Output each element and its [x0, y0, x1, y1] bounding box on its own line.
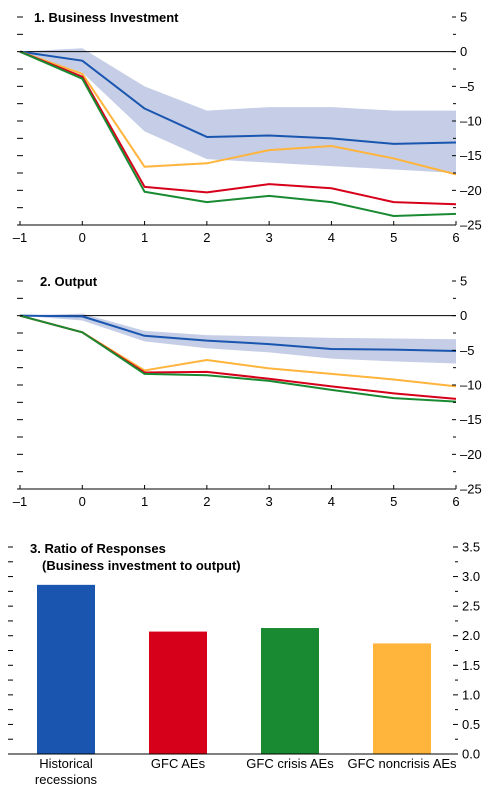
x-tick-label: 2	[203, 230, 210, 245]
x-tick-label: 2	[203, 494, 210, 509]
confidence-band	[20, 48, 456, 174]
y-tick-label: 5	[460, 274, 467, 289]
series-line-gfc-noncrisis	[19, 50, 457, 176]
series-line-gfc-crisis	[19, 50, 457, 217]
y-tick-label: –25	[460, 482, 482, 497]
y-tick-label: –25	[460, 218, 482, 233]
category-label: Historical	[39, 756, 93, 771]
category-label: GFC crisis AEs	[246, 756, 334, 771]
y-tick-label: –10	[460, 114, 482, 129]
panel-output: 2. Output 50–5–10–15–20–25–1 0 1 2 3 4 5 6	[13, 274, 482, 510]
y-tick-label: 2.5	[462, 599, 480, 614]
panel-business-investment: 1. Business Investment 50–5–10–15–20–25–…	[13, 10, 482, 246]
x-tick-label: 5	[390, 494, 397, 509]
category-label: recessions	[35, 772, 98, 787]
bar-gfc-aes	[149, 631, 207, 754]
bar-gfc-noncrisis	[373, 643, 431, 754]
x-tick-label: 0	[79, 230, 86, 245]
y-tick-label: 1.0	[462, 687, 480, 702]
series-line-gfc-crisis	[19, 314, 457, 403]
series-line-historical	[19, 50, 457, 145]
y-tick-label: 0.5	[462, 717, 480, 732]
category-label: GFC AEs	[151, 756, 206, 771]
x-tick-label: –1	[13, 494, 27, 509]
x-tick-label: 6	[452, 494, 459, 509]
x-tick-label: 1	[141, 230, 148, 245]
y-tick-label: 3.0	[462, 569, 480, 584]
panel-title: 1. Business Investment	[34, 10, 179, 25]
y-tick-label: 0	[460, 44, 467, 59]
y-tick-label: –10	[460, 378, 482, 393]
panel-title: 3. Ratio of Responses	[30, 541, 166, 556]
y-tick-label: –15	[460, 148, 482, 163]
x-tick-label: 1	[141, 494, 148, 509]
y-tick-label: –5	[460, 79, 474, 94]
panel-ratio-of-responses: 3. Ratio of Responses (Business investme…	[8, 540, 480, 787]
y-tick-label: 5	[460, 10, 467, 25]
y-tick-label: –20	[460, 447, 482, 462]
y-tick-label: –15	[460, 412, 482, 427]
y-tick-label: 0	[460, 308, 467, 323]
x-tick-label: 4	[328, 494, 335, 509]
panel-subtitle: (Business investment to output)	[42, 558, 241, 573]
x-tick-label: 4	[328, 230, 335, 245]
category-label: GFC noncrisis AEs	[347, 756, 457, 771]
x-tick-label: 0	[79, 494, 86, 509]
x-tick-label: 3	[266, 494, 273, 509]
bar-historical	[37, 584, 95, 754]
y-tick-label: 2.0	[462, 628, 480, 643]
x-tick-label: 6	[452, 230, 459, 245]
y-tick-label: –5	[460, 343, 474, 358]
y-tick-label: –20	[460, 183, 482, 198]
y-tick-label: 3.5	[462, 540, 480, 555]
bar-gfc-crisis	[261, 628, 319, 754]
y-tick-label: 0.0	[462, 747, 480, 762]
x-tick-label: 3	[266, 230, 273, 245]
x-tick-label: 5	[390, 230, 397, 245]
series-line-historical	[19, 314, 457, 353]
confidence-band	[20, 313, 456, 364]
y-tick-label: 1.5	[462, 658, 480, 673]
panel-title: 2. Output	[40, 274, 98, 289]
x-tick-label: –1	[13, 230, 27, 245]
series-line-gfc-aes	[19, 50, 457, 206]
